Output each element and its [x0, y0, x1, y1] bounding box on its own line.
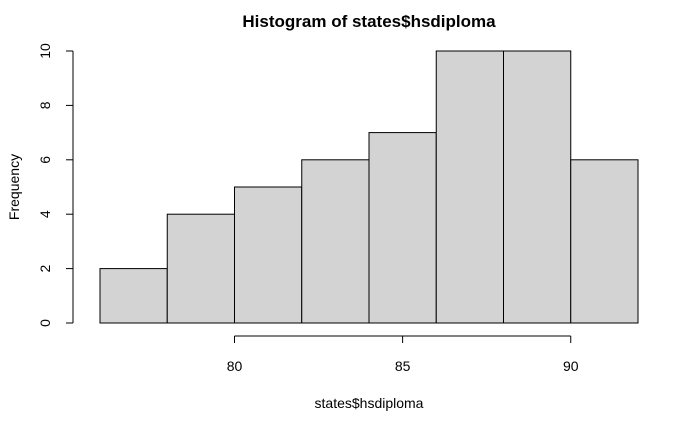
y-axis: 0 2 4 6 8 10 [37, 43, 74, 327]
histogram-bar-3 [234, 186, 303, 324]
y-tick-label: 4 [37, 210, 53, 218]
x-tick-label: 80 [227, 358, 243, 374]
histogram-bars [99, 50, 639, 324]
y-tick-label: 10 [37, 43, 53, 59]
y-tick-label: 2 [37, 264, 53, 272]
x-tick-label: 90 [563, 358, 579, 374]
histogram-bar-2 [166, 213, 235, 324]
histogram-bar-6 [435, 50, 504, 324]
histogram-bar-7 [503, 50, 572, 324]
histogram-bar-1 [99, 268, 168, 324]
y-axis-label: Frequency [6, 154, 22, 220]
x-axis-label: states$hsdiploma [315, 395, 424, 411]
y-tick-label: 0 [37, 319, 53, 327]
histogram-bar-4 [301, 159, 370, 324]
chart-title: Histogram of states$hsdiploma [242, 12, 496, 31]
y-tick-label: 6 [37, 156, 53, 164]
x-axis: 80 85 90 [227, 335, 579, 374]
y-tick-label: 8 [37, 101, 53, 109]
histogram-bar-5 [368, 132, 437, 324]
x-tick-label: 85 [395, 358, 411, 374]
histogram-bar-8 [570, 159, 639, 324]
